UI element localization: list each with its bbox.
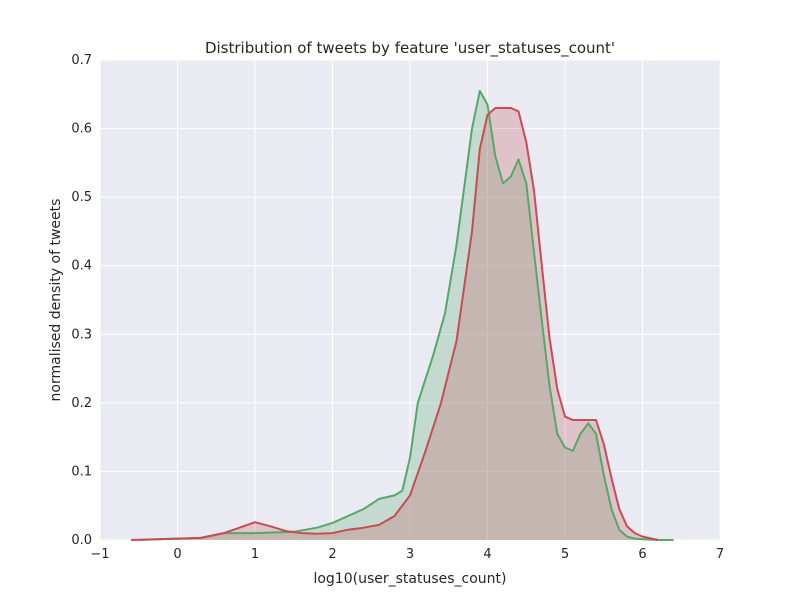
y-tick-label: 0.0 xyxy=(71,533,92,548)
y-tick-label: 0.5 xyxy=(71,190,92,205)
x-tick-label: 0 xyxy=(173,547,181,562)
y-tick-label: 0.7 xyxy=(71,53,92,68)
x-tick-label: 4 xyxy=(483,547,491,562)
x-tick-labels: −1 0 1 2 3 4 5 6 7 xyxy=(90,547,724,562)
y-tick-label: 0.6 xyxy=(71,122,92,137)
series-2-area xyxy=(131,108,658,540)
x-tick-label: 2 xyxy=(328,547,336,562)
x-tick-label: −1 xyxy=(90,547,109,562)
series-2-line xyxy=(130,107,659,541)
x-tick-label: 6 xyxy=(638,547,646,562)
x-tick-label: 1 xyxy=(251,547,259,562)
series-1-area xyxy=(138,90,674,541)
y-tick-label: 0.4 xyxy=(71,259,92,274)
x-axis-label: log10(user_statuses_count) xyxy=(313,571,506,587)
y-tick-label: 0.3 xyxy=(71,327,92,342)
series-layer xyxy=(130,89,674,541)
x-tick-label: 7 xyxy=(716,547,724,562)
series-1-line xyxy=(138,89,674,541)
y-tick-label: 0.2 xyxy=(71,396,92,411)
y-tick-labels: 0.0 0.1 0.2 0.3 0.4 0.5 0.6 0.7 xyxy=(71,53,92,548)
y-axis-label: normalised density of tweets xyxy=(48,199,64,402)
grid-lines xyxy=(99,59,721,541)
x-tick-label: 3 xyxy=(406,547,414,562)
chart-title: Distribution of tweets by feature 'user_… xyxy=(205,39,615,58)
x-tick-label: 5 xyxy=(561,547,569,562)
y-tick-label: 0.1 xyxy=(71,464,92,479)
